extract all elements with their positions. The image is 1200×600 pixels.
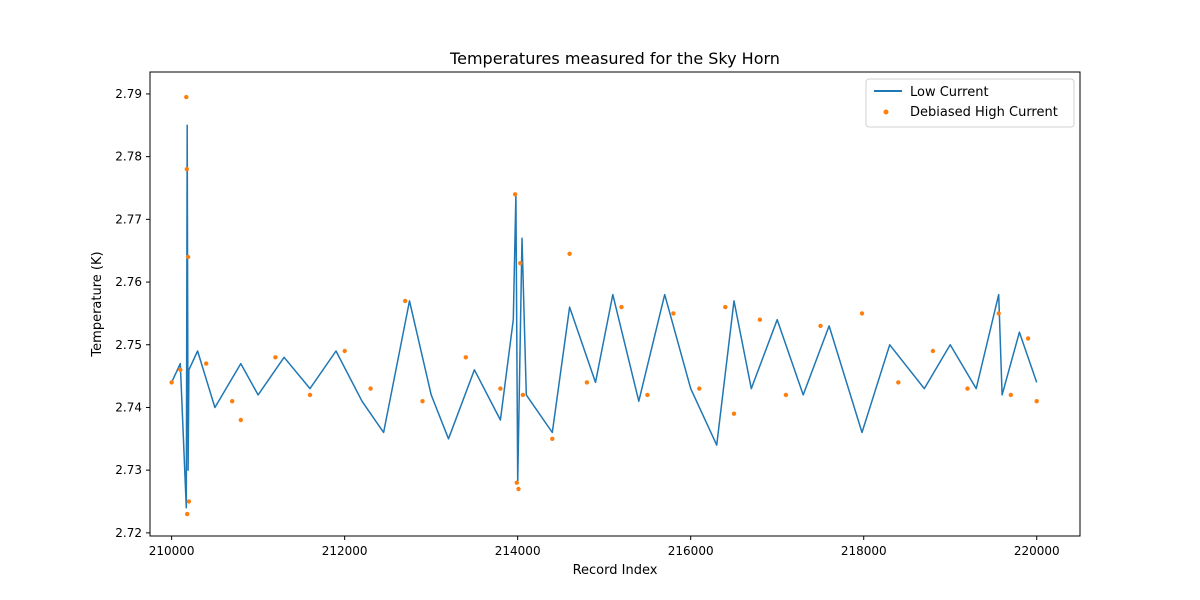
scatter-point [185,511,190,517]
legend-box [865,78,1075,128]
scatter-point [996,311,1001,316]
x-axis-label: Record Index [573,563,658,578]
scatter-point [178,367,183,372]
scatter-point [567,251,572,256]
scatter-point [645,392,650,398]
plot-border [149,71,1081,537]
plot-area [149,71,1081,537]
scatter-point [757,317,763,322]
scatter-point [368,386,373,391]
scatter-point [498,386,503,391]
scatter-point [1025,336,1031,341]
scatter-point [420,399,425,404]
scatter-point [818,323,823,329]
y-axis: 2.72 2.73 2.74 2.75 2.76 2.77 2.78 2.79 [115,87,150,540]
scatter-point [723,304,728,310]
scatter-point [238,417,243,423]
scatter-point [930,348,936,354]
scatter-point [342,348,347,354]
scatter-point [1008,392,1013,398]
scatter-point [671,311,676,316]
scatter-point [169,380,174,385]
y-tick-label: 2.78 [115,150,142,164]
scatter-point [965,386,970,391]
x-tick-label: 216000 [668,544,714,558]
scatter-point [731,411,737,416]
scatter-point [204,361,209,366]
scatter-point [550,436,555,441]
scatter-point [514,480,519,485]
legend: Low Current Debiased High Current [865,78,1075,128]
y-tick-label: 2.79 [115,87,142,101]
scatter-point [896,380,901,385]
scatter-point [1034,399,1039,404]
y-tick-label: 2.76 [115,275,142,289]
scatter-point [184,94,189,100]
y-tick-label: 2.77 [115,212,142,226]
scatter-point [463,355,468,360]
x-axis: 210000 212000 214000 216000 218000 220000 [149,536,1060,558]
scatter-point [273,355,278,360]
series-line-low-current [170,124,1038,509]
scatter-point [859,311,865,316]
scatter-point [184,167,189,172]
y-axis-label: Temperature (K) [90,251,105,357]
x-tick-label: 218000 [841,544,887,558]
scatter-point [518,261,523,266]
scatter-point [584,380,590,385]
legend-label-low-current: Low Current [910,85,989,100]
scatter-point [186,499,192,504]
scatter-point [512,192,518,197]
legend-marker-swatch [883,109,889,115]
x-tick-label: 212000 [322,544,368,558]
scatter-point [697,386,702,391]
y-tick-label: 2.73 [115,463,142,477]
scatter-point [230,399,235,404]
chart-title: Temperatures measured for the Sky Horn [449,49,780,68]
scatter-point [403,298,408,304]
scatter-point [307,392,313,398]
x-tick-label: 214000 [495,544,541,558]
y-tick-label: 2.75 [115,338,142,352]
scatter-point [619,304,624,310]
scatter-point [520,392,526,398]
y-tick-label: 2.72 [115,526,142,540]
x-tick-label: 220000 [1014,544,1060,558]
scatter-point [516,486,521,492]
x-tick-label: 210000 [149,544,195,558]
y-tick-label: 2.74 [115,400,142,414]
legend-label-high-current: Debiased High Current [910,105,1058,120]
scatter-point [783,392,789,398]
scatter-point [185,254,191,260]
